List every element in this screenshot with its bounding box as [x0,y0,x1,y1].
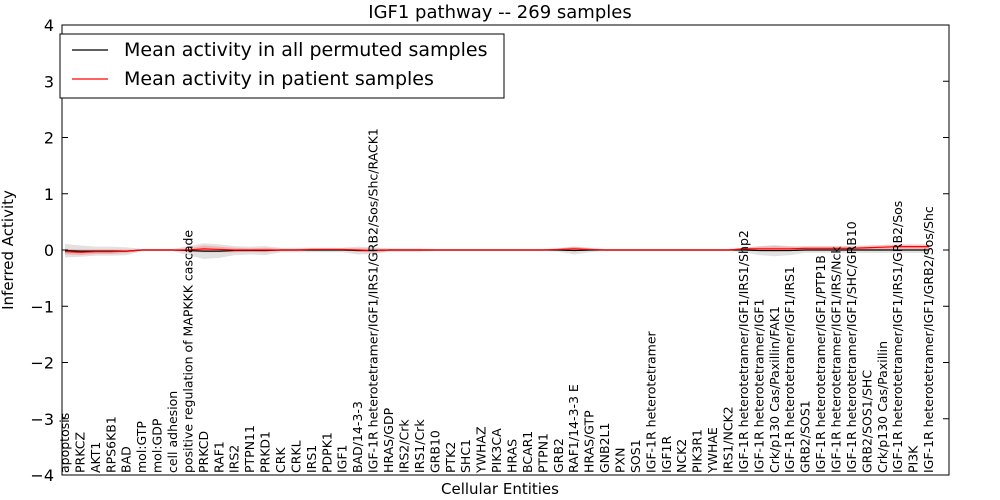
x-tick-label: PTK2 [443,442,458,473]
x-tick-label: GRB2 [551,438,566,473]
permuted-band [65,243,930,259]
y-tick-label: 0 [44,241,54,260]
y-tick-label: −1 [30,297,54,316]
chart-title: IGF1 pathway -- 269 samples [368,2,631,23]
x-tick-label: PRKD1 [258,431,273,473]
x-tick-label: GRB2/SOS1 [798,400,813,473]
x-tick-label: PDPK1 [319,432,334,473]
legend-box [59,33,505,99]
legend-label-permuted: Mean activity in all permuted samples [124,39,487,61]
x-tick-label: IRS2/Crk [396,419,411,473]
x-tick-label: cell adhesion [165,391,180,473]
x-tick-label: IGF-1R heterotetramer [643,330,658,473]
x-tick-label: IGF-1R heterotetramer/IGF1/SHC/GRB10 [844,221,859,473]
x-tick-label: PXN [612,448,627,473]
x-tick-label: CRKL [288,440,303,473]
x-tick-label: RPS6KB1 [103,416,118,473]
x-tick-label: PI3K [906,445,921,473]
x-tick-label: RAF1/14-3-3 E [566,384,581,473]
x-tick-label: PTPN1 [535,433,550,473]
x-tick-label: PRKCZ [72,432,87,473]
x-tick-label: PTPN11 [242,425,257,473]
y-tick-label: 3 [44,72,54,91]
plot-frame [61,24,950,476]
x-tick-label: YWHAZ [474,426,489,474]
y-tick-label: 2 [44,129,54,148]
x-tick-label: AKT1 [88,442,103,473]
x-tick-label: IGF-1R heterotetramer/IGF1/PTP1B [813,255,828,473]
x-tick-label: positive regulation of MAPKKK cascade [180,230,195,473]
x-tick-label: Crk/p130 Cas/Paxillin [875,341,890,473]
x-tick-label: IRS2 [227,445,242,473]
x-tick-label: CRK [273,447,288,473]
x-tick-label: IGF-1R heterotetramer/IGF1 [751,299,766,473]
x-tick-label: IRS1/NCK2 [720,406,735,473]
x-axis-label: Cellular Entities [441,480,559,498]
x-tick-label: IGF-1R heterotetramer/IGF1/IRS1/Shp2 [736,230,751,473]
x-tick-label: Crk/p130 Cas/Paxillin/FAK1 [767,306,782,473]
x-tick-label: SHC1 [458,439,473,473]
x-tick-label: SOS1 [628,439,643,473]
x-tick-label: HRAS/GDP [381,407,396,473]
x-tick-label: IGF1R [659,435,674,473]
y-tick-label: −2 [30,354,54,373]
x-tick-label: IGF-1R heterotetramer/IGF1/IRS1 [782,266,797,473]
x-tick-label: IGF1 [335,444,350,473]
patient-mean-line [64,246,930,253]
x-tick-label: IGF-1R heterotetramer/IGF1/IRS1/GRB2/Sos… [366,128,381,473]
y-axis-label: Inferred Activity [0,190,17,310]
series-lines [64,246,930,253]
x-tick-label: HRAS [504,439,519,473]
x-tick-label: PIK3CA [489,428,504,473]
x-tick-label: NCK2 [674,439,689,473]
x-tick-label: IRS1 [304,445,319,473]
x-tick-label: IRS1/Crk [412,419,427,473]
x-tick-label: IGF-1R heterotetramer/IGF1/GRB2/Sos/Shc [921,206,936,473]
x-tick-label: GRB10 [427,430,442,473]
x-tick-label: BAD/14-3-3 [350,401,365,473]
y-tick-label: −3 [30,410,54,429]
x-tick-label: BAD [119,446,134,473]
x-tick-label: YWHAE [705,427,720,474]
x-tick-label: IGF-1R heterotetramer/IGF1/IRS/Nck [829,246,844,473]
x-tick-label: RAF1 [211,441,226,473]
x-tick-labels: apoptosis PRKCZ AKT1 RPS6KB1 BAD mol:GTP mol:G… [57,128,936,474]
x-tick-label: mol:GTP [134,421,149,473]
y-tick-label: 1 [44,185,54,204]
x-tick-label: PRKCD [196,431,211,473]
x-tick-label: HRAS/GTP [582,410,597,473]
x-tick-label: mol:GDP [150,418,165,473]
y-tick-label: −4 [30,466,54,485]
x-tick-label: BCAR1 [520,431,535,473]
x-tick-label: IGF-1R heterotetramer/IGF1/IRS1/GRB2/Sos [890,201,905,473]
y-tick-label: 4 [44,16,54,35]
x-tick-label: apoptosis [57,413,72,473]
x-tick-label: GNB2L1 [597,423,612,473]
x-tick-label: GRB2/SOS1/SHC [859,370,874,473]
x-tick-label: PIK3R1 [690,429,705,473]
legend: Mean activity in all permuted samples Me… [59,33,505,99]
legend-label-patient: Mean activity in patient samples [124,68,434,90]
